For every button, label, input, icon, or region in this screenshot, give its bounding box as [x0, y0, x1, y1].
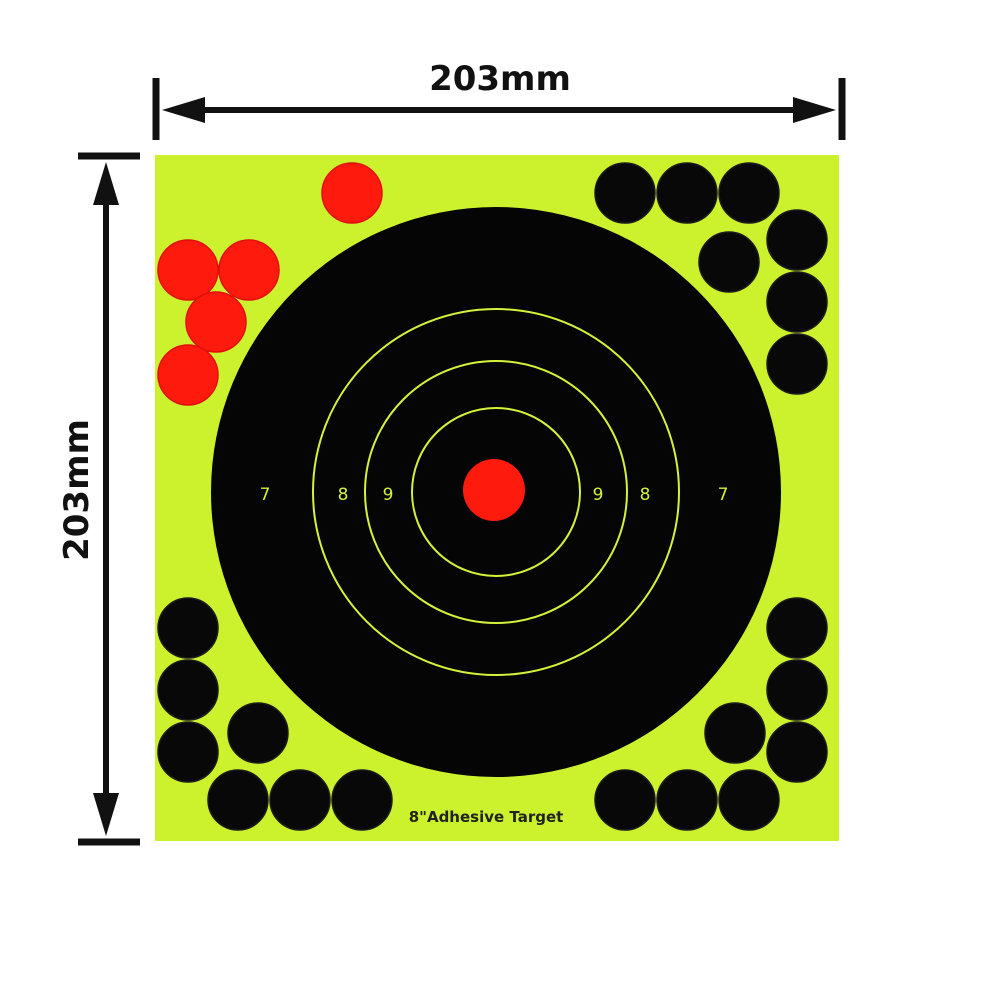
black-patch	[766, 209, 828, 271]
black-patch	[718, 769, 780, 831]
black-patch	[704, 702, 766, 764]
red-patch	[185, 291, 247, 353]
width-label: 203mm	[429, 59, 571, 99]
black-patch	[227, 702, 289, 764]
ring-label: 9	[593, 485, 604, 505]
ring-10	[411, 407, 581, 577]
width-dimension: 203mm	[152, 59, 846, 140]
ring-label: 8	[640, 485, 651, 505]
ring-label: 7	[718, 485, 729, 505]
black-patch	[656, 769, 718, 831]
arrow-right-icon	[793, 97, 836, 123]
black-patch	[594, 769, 656, 831]
bullseye	[463, 459, 525, 521]
ring-9	[364, 360, 628, 624]
patch-stickers	[157, 162, 828, 831]
red-patch	[218, 239, 280, 301]
red-patch	[157, 344, 219, 406]
red-patch	[157, 239, 219, 301]
black-patch	[594, 162, 656, 224]
height-dimension: 203mm	[57, 152, 140, 846]
target-rings: 7 8 9 9 8 7	[211, 207, 781, 777]
black-patch	[766, 659, 828, 721]
target-caption: 8"Adhesive Target	[409, 808, 564, 826]
arrow-down-icon	[93, 793, 119, 836]
black-patch	[698, 231, 760, 293]
height-label: 203mm	[57, 419, 97, 561]
black-patch	[766, 721, 828, 783]
black-patch	[656, 162, 718, 224]
black-patch	[331, 769, 393, 831]
black-patch	[157, 721, 219, 783]
black-patch	[718, 162, 780, 224]
ring-8	[312, 308, 680, 676]
black-patch	[207, 769, 269, 831]
arrow-left-icon	[162, 97, 205, 123]
ring-label: 7	[260, 485, 271, 505]
ring-label: 9	[383, 485, 394, 505]
black-patch	[766, 333, 828, 395]
black-patch	[157, 597, 219, 659]
arrow-up-icon	[93, 162, 119, 205]
ring-label: 8	[338, 485, 349, 505]
red-patch	[321, 162, 383, 224]
black-patch	[269, 769, 331, 831]
black-patch	[157, 659, 219, 721]
black-patch	[766, 597, 828, 659]
black-patch	[766, 271, 828, 333]
